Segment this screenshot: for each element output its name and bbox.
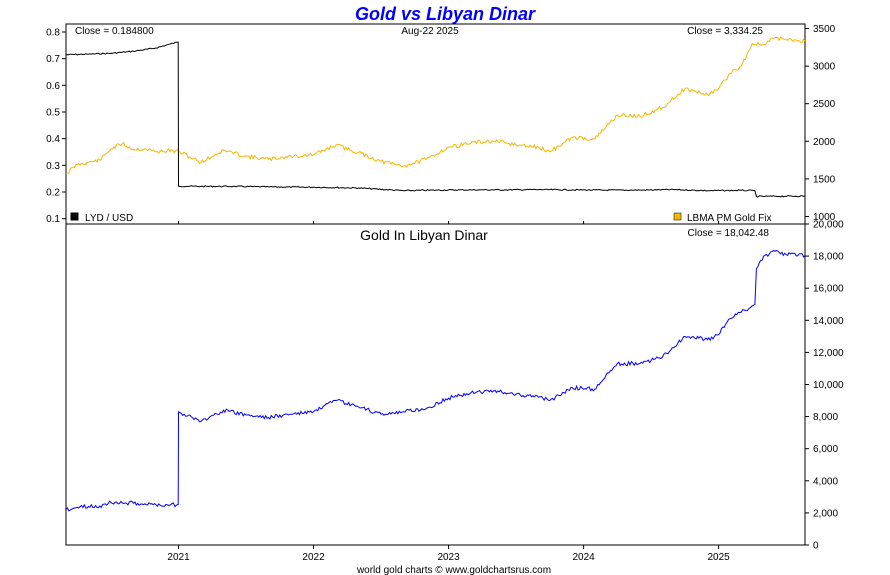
gold-fix-line xyxy=(65,36,806,175)
top-right-axis: 3500 3000 2500 2000 1500 1000 xyxy=(805,24,836,223)
gold-in-lyd-line xyxy=(65,249,806,512)
left-tick-label: 0.6 xyxy=(46,81,60,92)
footer-credit: world gold charts © www.goldchartsrus.co… xyxy=(356,565,551,575)
right-tick-label: 2000 xyxy=(813,137,836,148)
bottom-panel-title: Gold In Libyan Dinar xyxy=(360,227,488,243)
series-layer xyxy=(65,36,806,512)
bottom-right-tick-label: 2,000 xyxy=(813,508,838,519)
left-tick-label: 0.4 xyxy=(46,134,60,145)
left-tick-label: 0.8 xyxy=(46,28,60,39)
left-tick-label: 0.2 xyxy=(46,188,60,199)
x-tick-label: 2025 xyxy=(707,552,730,563)
x-tick-label: 2024 xyxy=(572,552,595,563)
close-gold-usd: Close = 3,334.25 xyxy=(687,26,763,37)
left-tick-label: 0.1 xyxy=(46,214,60,225)
right-tick-label: 1500 xyxy=(813,174,836,185)
bottom-right-tick-label: 8,000 xyxy=(813,412,838,423)
legend-lyd-usd: LYD / USD xyxy=(85,213,133,224)
lyd-usd-line xyxy=(65,41,806,198)
left-tick-label: 0.5 xyxy=(46,108,60,119)
bottom-panel-frame xyxy=(65,223,806,546)
bottom-right-tick-label: 12,000 xyxy=(813,348,844,359)
top-panel-frame xyxy=(65,23,806,225)
left-tick-label: 0.7 xyxy=(46,54,60,65)
bottom-right-tick-label: 6,000 xyxy=(813,444,838,455)
bottom-right-tick-label: 14,000 xyxy=(813,316,844,327)
x-tick-label: 2022 xyxy=(302,552,325,563)
legend-swatch-gold-fix xyxy=(673,212,682,221)
bottom-right-tick-label: 0 xyxy=(813,541,819,552)
chart-title: Gold vs Libyan Dinar xyxy=(355,4,536,24)
bottom-right-tick-label: 18,000 xyxy=(813,252,844,263)
x-tick-label: 2023 xyxy=(437,552,460,563)
right-tick-label: 3000 xyxy=(813,62,836,73)
right-tick-label: 3500 xyxy=(813,24,836,35)
close-lyd-usd: Close = 0.184800 xyxy=(75,26,154,37)
bottom-right-axis: 20,000 18,000 16,000 14,000 12,000 10,000 8,00… xyxy=(805,220,844,552)
close-gold-lyd: Close = 18,042.48 xyxy=(688,228,770,239)
right-tick-label: 2500 xyxy=(813,99,836,110)
x-tick-label: 2021 xyxy=(167,552,190,563)
bottom-right-tick-label: 20,000 xyxy=(813,220,844,231)
legend-gold-fix: LBMA PM Gold Fix xyxy=(687,213,771,224)
top-left-axis: 0.8 0.7 0.6 0.5 0.4 0.3 0.2 0.1 xyxy=(46,28,66,225)
chart-date: Aug-22 2025 xyxy=(401,26,459,37)
bottom-right-tick-label: 4,000 xyxy=(813,476,838,487)
right-tick-label: 1000 xyxy=(813,212,836,223)
x-axis: 2021 2022 2023 2024 2025 xyxy=(167,221,730,563)
bottom-right-tick-label: 16,000 xyxy=(813,284,844,295)
left-tick-label: 0.3 xyxy=(46,161,60,172)
bottom-right-tick-label: 10,000 xyxy=(813,380,844,391)
legend-swatch-lyd-usd xyxy=(70,212,79,221)
